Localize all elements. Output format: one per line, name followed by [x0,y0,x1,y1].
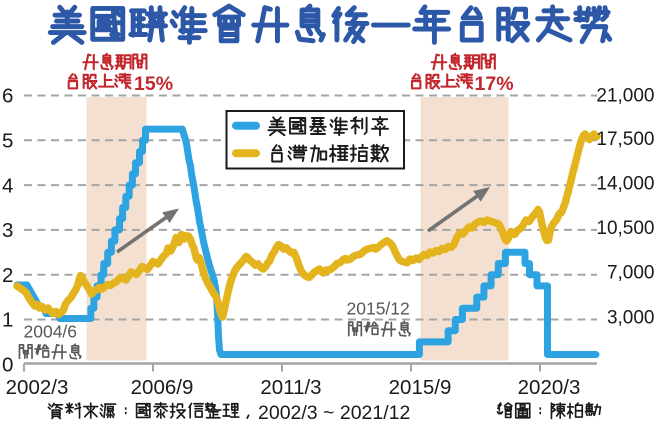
svg-text:3,000: 3,000 [607,307,655,328]
svg-text:2: 2 [2,264,13,287]
svg-text:4: 4 [2,174,13,197]
svg-text:10,500: 10,500 [596,218,654,239]
svg-text:2015/9: 2015/9 [389,376,452,399]
svg-text:2002/3: 2002/3 [6,376,69,399]
svg-text:0: 0 [2,354,13,377]
svg-text:17%: 17% [475,73,514,95]
svg-text:21,000: 21,000 [596,85,654,106]
svg-text:14,000: 14,000 [596,173,654,194]
svg-text:17,500: 17,500 [596,129,654,150]
svg-text:1: 1 [2,309,13,332]
svg-text:3: 3 [2,219,13,242]
svg-text:2004/6: 2004/6 [24,322,78,342]
svg-text:2011/3: 2011/3 [260,376,321,399]
svg-text:2015/12: 2015/12 [347,298,410,318]
svg-text:6: 6 [2,85,13,108]
svg-text:5: 5 [2,130,13,153]
svg-text:2002/3 ~ 2021/12: 2002/3 ~ 2021/12 [258,402,410,424]
svg-text:15%: 15% [134,73,173,95]
svg-text:2006/9: 2006/9 [131,376,194,399]
svg-text:7,000: 7,000 [607,262,655,283]
svg-text:2020/3: 2020/3 [518,376,581,399]
